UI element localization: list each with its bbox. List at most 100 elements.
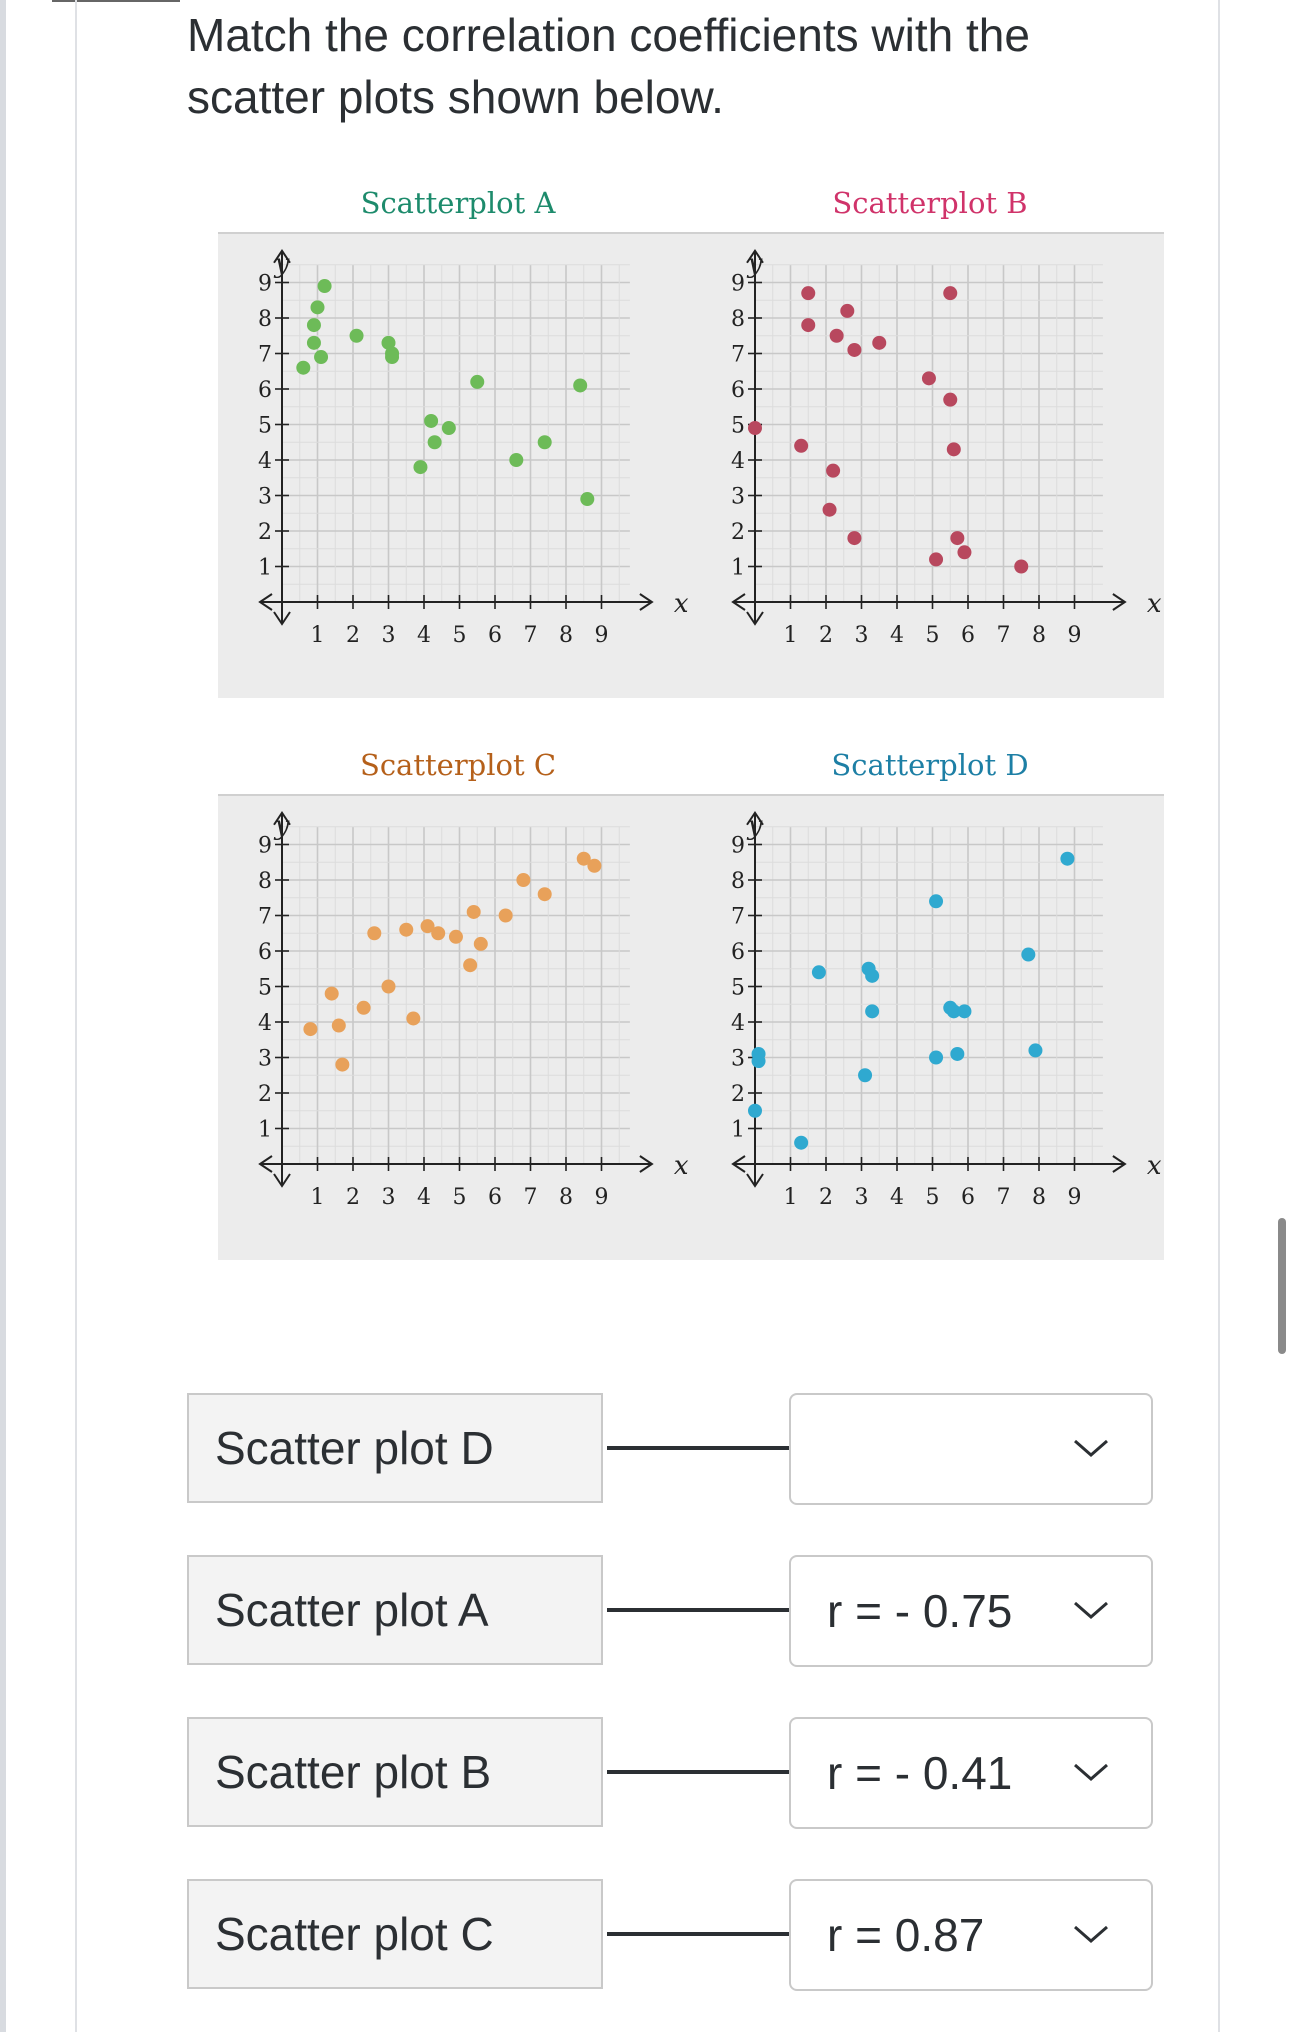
match-connector [607,1932,789,1936]
data-point [921,371,936,386]
y-axis-arrow-up [273,248,291,264]
y-tick-label: 7 [258,343,272,368]
y-tick-label: 8 [731,307,745,332]
x-tick-label: 1 [311,1185,325,1210]
data-point [794,438,809,453]
x-tick-label: 9 [595,1185,609,1210]
match-label: Scatter plot C [187,1879,603,1989]
data-point [847,531,862,546]
x-tick-label: 7 [524,1185,538,1210]
y-tick-label: 8 [731,869,745,894]
data-point [957,545,972,560]
x-tick-label: 3 [382,623,396,648]
card-border-right [1218,0,1220,2032]
left-rail [0,0,6,2032]
y-tick-label: 6 [731,378,745,403]
y-tick-label: 5 [731,976,745,1001]
data-point [349,328,364,343]
x-tick-label: 5 [926,623,940,648]
y-tick-label: 4 [731,449,745,474]
x-axis-arrow-right [639,593,654,611]
data-point [314,350,329,365]
y-axis-arrow-down [273,611,291,626]
data-point [427,435,442,450]
data-point [801,286,816,301]
match-connector [607,1770,789,1774]
data-point [1028,1043,1043,1058]
data-point [406,1011,421,1026]
y-tick-label: 3 [258,485,272,510]
data-point [431,926,446,941]
y-tick-label: 1 [731,1118,745,1143]
x-axis-label: x [674,589,689,619]
data-point [381,979,396,994]
y-axis-arrow-down [746,611,764,626]
card-border-left [75,0,77,2032]
x-tick-label: 1 [784,623,798,648]
match-label: Scatter plot D [187,1393,603,1503]
data-point [929,894,944,909]
x-tick-label: 6 [961,623,975,648]
y-axis-arrow-down [746,1173,764,1188]
x-tick-label: 5 [453,1185,467,1210]
x-tick-label: 1 [784,1185,798,1210]
chevron-down-icon [1074,1601,1108,1619]
correlation-select[interactable]: r = 0.87 [789,1879,1153,1991]
y-tick-label: 5 [258,976,272,1001]
x-tick-label: 8 [1032,623,1046,648]
question-prompt: Match the correlation coefficients with … [187,9,1030,123]
data-point [473,936,488,951]
data-point [865,1004,880,1019]
data-point [516,873,531,887]
data-point [537,435,552,450]
y-tick-label: 1 [731,556,745,581]
correlation-select[interactable] [789,1393,1153,1505]
plot-a-title: Scatterplot A [360,186,556,220]
scrollbar-thumb[interactable] [1278,1218,1286,1354]
data-point [1060,851,1075,866]
correlation-select-value: r = - 0.75 [827,1585,1013,1637]
data-point [822,502,837,517]
y-axis-label: y [747,249,763,279]
data-point [296,360,311,375]
x-tick-label: 5 [926,1185,940,1210]
data-point [840,303,855,318]
data-point [317,279,332,294]
data-point [306,335,321,350]
x-axis-arrow-left [731,1155,746,1173]
data-point [946,442,961,457]
correlation-select-value: r = 0.87 [827,1909,985,1961]
y-axis-arrow-up [746,248,764,264]
y-tick-label: 3 [258,1047,272,1072]
x-tick-label: 7 [524,623,538,648]
y-tick-label: 6 [731,940,745,965]
x-tick-label: 4 [890,1185,904,1210]
y-tick-label: 6 [258,378,272,403]
data-point [1014,559,1029,574]
x-tick-label: 7 [997,1185,1011,1210]
x-tick-label: 6 [488,1185,502,1210]
x-axis-label: x [1147,589,1162,619]
y-tick-label: 2 [258,520,272,545]
data-point [424,413,439,428]
data-point [576,851,591,866]
correlation-select[interactable]: r = - 0.41 [789,1717,1153,1829]
x-tick-label: 8 [559,1185,573,1210]
x-tick-label: 3 [382,1185,396,1210]
correlation-select[interactable]: r = - 0.75 [789,1555,1153,1667]
match-label: Scatter plot A [187,1555,603,1665]
x-tick-label: 2 [346,623,360,648]
data-point [413,460,428,475]
match-row: Scatter plot D [187,1393,1153,1507]
plot-c-title: Scatterplot C [359,748,557,782]
data-point [811,965,826,980]
y-tick-label: 8 [258,869,272,894]
data-point [356,1000,371,1015]
x-tick-label: 9 [1068,623,1082,648]
chevron-down-icon [1074,1763,1108,1781]
